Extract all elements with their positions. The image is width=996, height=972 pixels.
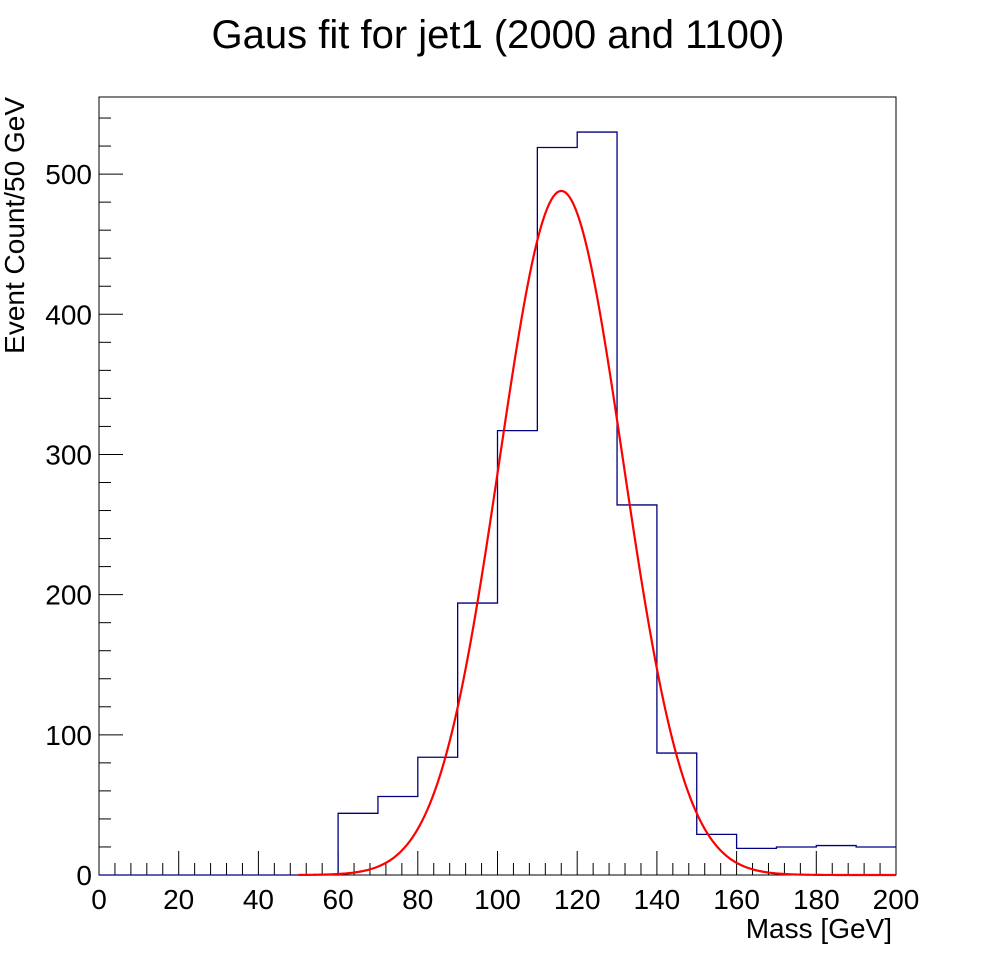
y-axis-tick-labels: 0 100 200 300 400 500	[45, 159, 92, 891]
x-axis-ticks	[98, 851, 897, 875]
histogram-series	[99, 131, 896, 876]
x-axis-label: Mass [GeV]	[746, 913, 892, 944]
x-tick-label: 100	[474, 884, 521, 915]
y-tick-label: 400	[45, 299, 92, 330]
chart-title: Gaus fit for jet1 (2000 and 1100)	[212, 13, 785, 57]
x-tick-label: 40	[243, 884, 274, 915]
x-tick-label: 180	[793, 884, 840, 915]
y-tick-label: 100	[45, 720, 92, 751]
x-tick-label: 160	[713, 884, 760, 915]
x-tick-label: 80	[402, 884, 433, 915]
y-axis-ticks	[99, 117, 123, 876]
gaussian-fit-curve	[298, 189, 896, 877]
x-axis-tick-labels: 0 20 40 60 80 100 120 140 160 180 200	[91, 884, 919, 915]
y-tick-label: 500	[45, 159, 92, 190]
y-tick-label: 300	[45, 439, 92, 470]
x-tick-label: 0	[91, 884, 107, 915]
x-tick-label: 200	[873, 884, 920, 915]
y-axis-label: Event Count/50 GeV	[0, 97, 30, 354]
x-tick-label: 60	[323, 884, 354, 915]
x-tick-label: 20	[163, 884, 194, 915]
x-tick-label: 140	[634, 884, 681, 915]
x-tick-label: 120	[554, 884, 601, 915]
y-tick-label: 0	[76, 860, 92, 891]
y-tick-label: 200	[45, 580, 92, 611]
